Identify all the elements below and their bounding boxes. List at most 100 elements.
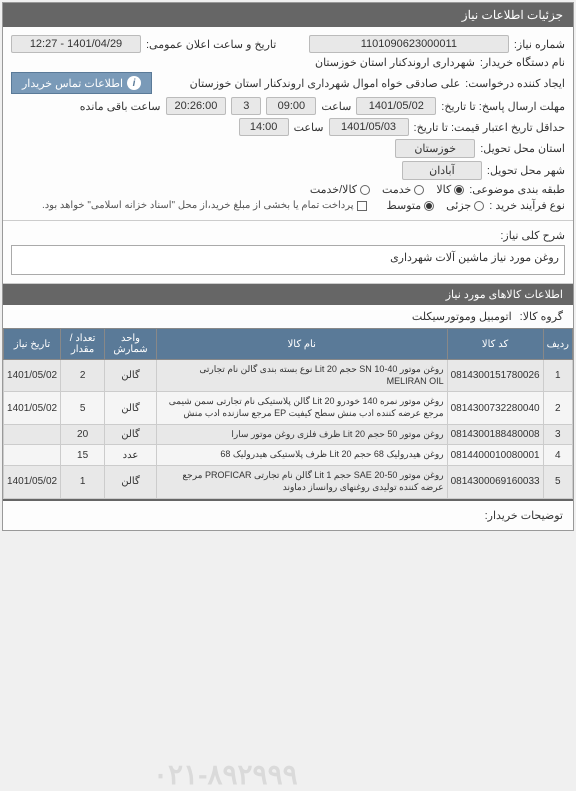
announce-value: 1401/04/29 - 12:27 (11, 35, 141, 53)
province-value: خوزستان (395, 139, 475, 158)
table-cell: روغن موتور 50 حجم 20 Lit ظرف فلزی روغن م… (156, 424, 447, 445)
radio-circle-icon (424, 201, 434, 211)
response-date: 1401/05/02 (356, 97, 436, 115)
table-cell: 4 (543, 445, 572, 466)
table-cell: 0814300151780026 (447, 360, 543, 392)
purchase-type-label: نوع فرآیند خرید : (489, 199, 565, 212)
table-cell: روغن هیدرولیک 68 حجم 20 Lit ظرف پلاستیکی… (156, 445, 447, 466)
city-label: شهر محل تحویل: (487, 164, 565, 177)
radio-circle-icon (360, 185, 370, 195)
validity-time: 14:00 (239, 118, 289, 136)
group-value: اتومبیل وموتورسیکلت (412, 310, 512, 323)
classification-label: طبقه بندی موضوعی: (469, 183, 565, 196)
radio-medium[interactable]: متوسط (387, 199, 435, 212)
watermark-text: ۰۲۱-۸۹۲۹۹۹ (153, 758, 298, 791)
need-number-value: 1101090623000011 (309, 35, 509, 53)
table-cell (4, 424, 61, 445)
radio-goods[interactable]: کالا (436, 183, 464, 196)
table-cell: 5 (543, 466, 572, 498)
items-section-title: اطلاعات کالاهای مورد نیاز (446, 289, 563, 301)
table-cell: 20 (61, 424, 105, 445)
requester-value: علی صادقی خواه اموال شهرداری اروندکنار ا… (190, 77, 461, 90)
response-deadline-label: مهلت ارسال پاسخ: تا تاریخ: (441, 100, 565, 113)
table-row: 10814300151780026روغن موتور 40-10 SN حجم… (4, 360, 573, 392)
radio-goods-service-label: کالا/خدمت (310, 183, 357, 196)
need-number-label: شماره نیاز: (514, 38, 565, 51)
table-header-cell: تعداد / مقدار (61, 329, 105, 360)
classification-radio-group: کالا خدمت کالا/خدمت (310, 183, 464, 196)
table-cell: عدد (105, 445, 157, 466)
group-label: گروه کالا: (520, 310, 563, 323)
table-cell: روغن موتور 50-20 SAE حجم 1 Lit گالن نام … (156, 466, 447, 498)
purchase-note: پرداخت تمام یا بخشی از مبلغ خرید،از محل … (42, 200, 354, 211)
table-cell: 3 (543, 424, 572, 445)
radio-medium-label: متوسط (387, 199, 422, 212)
validity-date: 1401/05/03 (329, 118, 409, 136)
validity-label: حداقل تاریخ اعتبار قیمت: تا تاریخ: (414, 121, 565, 134)
response-time-label: ساعت (321, 100, 351, 113)
table-header-cell: نام کالا (156, 329, 447, 360)
requester-label: ایجاد کننده درخواست: (465, 77, 565, 90)
radio-service-label: خدمت (382, 183, 411, 196)
province-label: استان محل تحویل: (480, 142, 565, 155)
table-header-cell: تاریخ نیاز (4, 329, 61, 360)
radio-circle-icon (414, 185, 424, 195)
radio-service[interactable]: خدمت (382, 183, 424, 196)
header-title: جزئیات اطلاعات نیاز (462, 8, 563, 22)
table-cell: 1401/05/02 (4, 360, 61, 392)
radio-small-label: جزئی (446, 199, 471, 212)
table-header-cell: واحد شمارش (105, 329, 157, 360)
table-cell: 1401/05/02 (4, 392, 61, 424)
table-cell: 0814300188480008 (447, 424, 543, 445)
radio-circle-icon (474, 201, 484, 211)
table-cell: گالن (105, 466, 157, 498)
buyer-notes-label: توضیحات خریدار: (485, 510, 563, 522)
table-row: 20814300732280040روغن موتور نمره 140 خود… (4, 392, 573, 424)
table-cell: 0814400010080001 (447, 445, 543, 466)
table-cell: 0814300069160033 (447, 466, 543, 498)
table-row: 30814300188480008روغن موتور 50 حجم 20 Li… (4, 424, 573, 445)
treasury-checkbox[interactable]: پرداخت تمام یا بخشی از مبلغ خرید،از محل … (42, 200, 367, 211)
table-row: 50814300069160033روغن موتور 50-20 SAE حج… (4, 466, 573, 498)
radio-goods-label: کالا (436, 183, 451, 196)
contact-buyer-button[interactable]: i اطلاعات تماس خریدار (11, 72, 152, 94)
response-time: 09:00 (266, 97, 316, 115)
table-cell: گالن (105, 360, 157, 392)
table-header-cell: ردیف (543, 329, 572, 360)
contact-btn-label: اطلاعات تماس خریدار (22, 77, 123, 90)
info-icon: i (127, 76, 141, 90)
page-header: جزئیات اطلاعات نیاز (3, 3, 573, 27)
purchase-type-radio-group: جزئی متوسط (387, 199, 485, 212)
table-cell: روغن موتور نمره 140 خودرو 20 Lit گالن پل… (156, 392, 447, 424)
validity-time-label: ساعت (294, 121, 324, 134)
checkbox-icon (357, 201, 367, 211)
remaining-days: 3 (231, 97, 261, 115)
buyer-label: نام دستگاه خریدار: (480, 56, 565, 69)
table-cell: 1 (61, 466, 105, 498)
radio-circle-icon (454, 185, 464, 195)
table-row: 40814400010080001روغن هیدرولیک 68 حجم 20… (4, 445, 573, 466)
city-value: آبادان (402, 161, 482, 180)
items-section-header: اطلاعات کالاهای مورد نیاز (3, 284, 573, 305)
announce-label: تاریخ و ساعت اعلان عمومی: (146, 38, 276, 51)
table-cell: 2 (543, 392, 572, 424)
table-cell: 0814300732280040 (447, 392, 543, 424)
remaining-label: ساعت باقی مانده (80, 100, 161, 113)
remaining-time: 20:26:00 (166, 97, 227, 115)
buyer-value: شهرداری اروندکنار استان خوزستان (315, 56, 475, 69)
need-desc-label: شرح کلی نیاز: (500, 229, 565, 242)
need-description: روغن مورد نیاز ماشین آلات شهرداری (11, 245, 565, 275)
table-cell: گالن (105, 424, 157, 445)
table-header-cell: کد کالا (447, 329, 543, 360)
table-cell: 15 (61, 445, 105, 466)
table-cell: 5 (61, 392, 105, 424)
table-cell: گالن (105, 392, 157, 424)
table-cell (4, 445, 61, 466)
table-cell: 1401/05/02 (4, 466, 61, 498)
table-cell: 2 (61, 360, 105, 392)
items-table: ردیفکد کالانام کالاواحد شمارشتعداد / مقد… (3, 328, 573, 499)
radio-goods-service[interactable]: کالا/خدمت (310, 183, 370, 196)
table-cell: روغن موتور 40-10 SN حجم 20 Lit نوع بسته … (156, 360, 447, 392)
table-cell: 1 (543, 360, 572, 392)
radio-small[interactable]: جزئی (446, 199, 484, 212)
